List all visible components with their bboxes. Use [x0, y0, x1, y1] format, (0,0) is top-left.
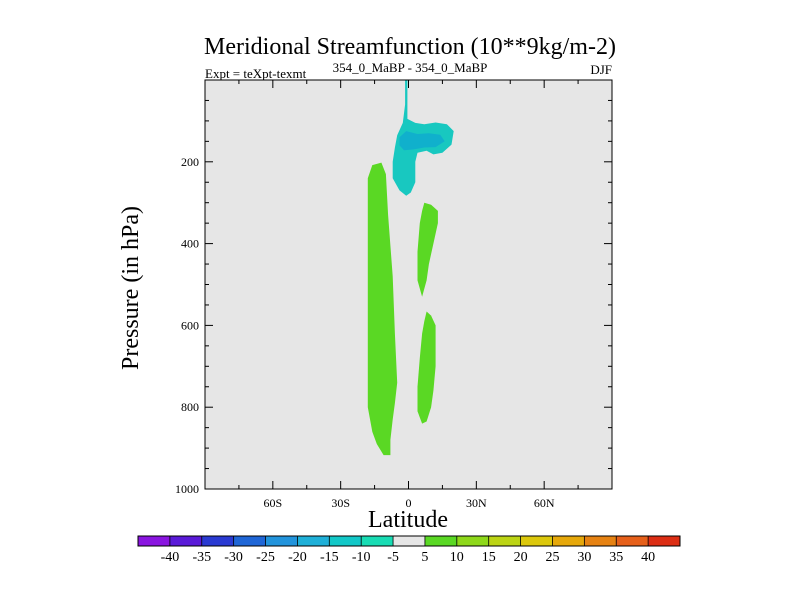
- colorbar-frame: [137, 535, 681, 547]
- colorbar-tick-label: 30: [577, 550, 591, 565]
- colorbar-swatch: [138, 536, 171, 546]
- colorbar-tick-label: -35: [192, 550, 211, 565]
- colorbar-swatch: [552, 536, 585, 546]
- colorbar-swatch: [520, 536, 553, 546]
- colorbar-tick-label: -30: [224, 550, 243, 565]
- northern-tropical-positive-upper: [417, 202, 438, 297]
- y-axis-label: Pressure (in hPa): [118, 206, 144, 370]
- colorbar-swatch: [361, 536, 394, 546]
- colorbar-swatch: [169, 536, 203, 546]
- axis-ticks: 60S 30S 0 30N 60N 200 400 600 800 1000: [175, 80, 613, 510]
- y-tick-label: 200: [181, 155, 199, 169]
- colorbar-tick-label: -5: [387, 550, 399, 565]
- y-tick-label: 600: [181, 318, 199, 332]
- colorbar-tick-label: -40: [161, 550, 180, 565]
- northern-tropical-positive-lower: [417, 311, 436, 424]
- colorbar-swatch: [393, 536, 426, 546]
- colorbar-swatch: [584, 536, 617, 546]
- chart-title: Meridional Streamfunction (10**9kg/m-2): [204, 34, 616, 60]
- colorbar-swatch: [648, 536, 681, 546]
- x-tick-label: 30N: [466, 496, 487, 510]
- chart-subtitle-left: Expt = teXpt-texmt: [205, 66, 307, 81]
- colorbar-swatch: [456, 536, 489, 546]
- y-tick-label: 400: [181, 237, 199, 251]
- colorbar: -40 -35 -30 -25 -20 -15 -10 -5 5 10 15 20 25 30 35 40: [137, 535, 681, 565]
- colorbar-tick-label: -10: [352, 550, 371, 565]
- colorbar-tick-label: 5: [421, 550, 428, 565]
- colorbar-swatch: [424, 536, 458, 546]
- x-tick-label: 30S: [331, 496, 350, 510]
- contour-regions: [367, 80, 454, 456]
- y-tick-label: 1000: [175, 482, 199, 496]
- colorbar-tick-label: 35: [609, 550, 623, 565]
- y-tick-label: 800: [181, 400, 199, 414]
- x-tick-label: 60N: [534, 496, 555, 510]
- x-tick-label: 0: [406, 496, 412, 510]
- colorbar-swatch: [329, 536, 362, 546]
- colorbar-swatch: [488, 536, 521, 546]
- colorbar-swatch: [233, 536, 266, 546]
- colorbar-swatch: [201, 536, 234, 546]
- colorbar-tick-label: -15: [320, 550, 339, 565]
- colorbar-swatch: [297, 536, 330, 546]
- colorbar-tick-label: 20: [514, 550, 528, 565]
- colorbar-tick-label: 10: [450, 550, 464, 565]
- colorbar-swatch: [265, 536, 298, 546]
- x-axis-label: Latitude: [368, 507, 448, 533]
- upper-core-negative: [399, 131, 445, 151]
- colorbar-tick-label: -25: [256, 550, 275, 565]
- colorbar-tick-label: 25: [546, 550, 560, 565]
- southern-hemisphere-positive-cell: [367, 162, 398, 456]
- colorbar-tick-label: 40: [641, 550, 655, 565]
- colorbar-tick-label: -20: [288, 550, 307, 565]
- x-tick-label: 60S: [263, 496, 282, 510]
- colorbar-swatch: [616, 536, 649, 546]
- colorbar-tick-label: 15: [482, 550, 496, 565]
- chart-subtitle-center: 354_0_MaBP - 354_0_MaBP: [333, 60, 488, 75]
- chart-subtitle-right: DJF: [590, 62, 612, 77]
